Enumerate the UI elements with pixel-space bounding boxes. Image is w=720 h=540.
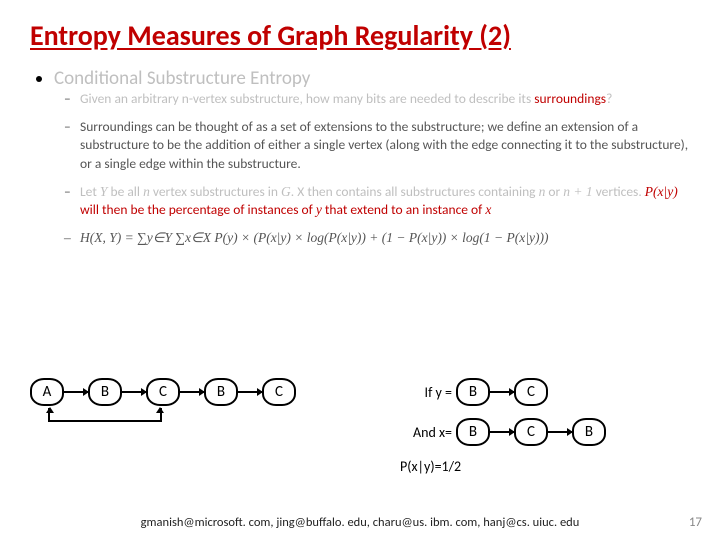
edge-icon <box>64 391 88 393</box>
edge-icon <box>490 391 514 393</box>
row-y: If y = B C <box>398 378 606 406</box>
prob-text: P(x|y)=1/2 <box>400 458 606 475</box>
diagram-area: A B C B C If y = B C And x= B C <box>30 378 690 406</box>
y-node-c: C <box>514 378 548 406</box>
sub-item-3: Let Y be all n vertex substructures in G… <box>80 183 690 219</box>
label-andx: And x= <box>398 424 452 441</box>
bullet-list: Conditional Substructure Entropy Given a… <box>30 67 690 248</box>
sub-item-2: Surroundings can be thought of as a set … <box>80 118 690 173</box>
x-node-c: C <box>514 418 548 446</box>
label-ify: If y = <box>398 384 452 401</box>
slide-title: Entropy Measures of Graph Regularity (2) <box>30 18 690 53</box>
edge-icon <box>180 391 204 393</box>
node-c1: C <box>146 378 180 406</box>
node-b1: B <box>88 378 122 406</box>
slide: Entropy Measures of Graph Regularity (2)… <box>0 0 720 540</box>
sub-item-4: H(X, Y) = ∑y∈Y ∑x∈X P(y) × (P(x|y) × log… <box>80 229 690 247</box>
node-c2: C <box>262 378 296 406</box>
loopback-edge-icon <box>48 408 162 422</box>
edge-icon <box>122 391 146 393</box>
node-b2: B <box>204 378 238 406</box>
page-number: 17 <box>689 515 702 530</box>
right-examples: If y = B C And x= B C B P(x|y)=1/2 <box>398 378 606 475</box>
footer-emails: gmanish@microsoft. com, jing@buffalo. ed… <box>0 515 720 530</box>
x-node-b1: B <box>456 418 490 446</box>
row-x: And x= B C B <box>398 418 606 446</box>
sub-list: Given an arbitrary n-vertex substructure… <box>54 90 690 248</box>
edge-icon <box>238 391 262 393</box>
edge-icon <box>548 431 572 433</box>
node-a: A <box>30 378 64 406</box>
bullet-main: Conditional Substructure Entropy Given a… <box>54 67 690 248</box>
edge-icon <box>490 431 514 433</box>
bullet-main-text: Conditional Substructure Entropy <box>54 67 310 90</box>
x-node-b2: B <box>572 418 606 446</box>
y-node-b: B <box>456 378 490 406</box>
sub-item-1: Given an arbitrary n-vertex substructure… <box>80 90 690 108</box>
